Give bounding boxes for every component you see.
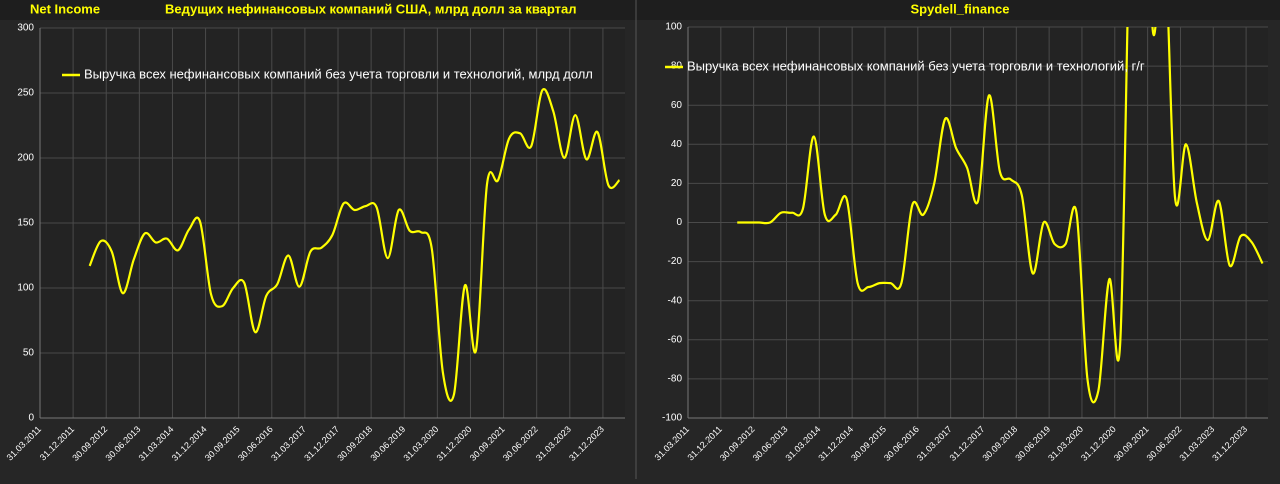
y-tick-label: 60 xyxy=(671,100,683,111)
data-line xyxy=(737,27,1264,404)
series-group xyxy=(737,27,1264,404)
y-tick-label: 100 xyxy=(17,283,34,294)
legend-label: Выручка всех нефинансовых компаний без у… xyxy=(687,58,1145,73)
header-right: Spydell_finance xyxy=(911,1,1010,16)
y-tick-label: -20 xyxy=(668,256,683,267)
y-tick-label: -80 xyxy=(668,374,683,385)
data-line xyxy=(88,88,621,402)
y-tick-label: 0 xyxy=(28,413,34,424)
y-tick-label: 50 xyxy=(23,348,35,359)
y-tick-label: 100 xyxy=(665,22,682,33)
y-tick-label: -40 xyxy=(668,295,683,306)
y-tick-label: 40 xyxy=(671,139,683,150)
y-tick-label: -100 xyxy=(662,413,682,424)
y-tick-label: 200 xyxy=(17,153,34,164)
y-tick-label: 0 xyxy=(676,217,682,228)
header-left: Net Income xyxy=(30,1,100,16)
y-tick-label: 20 xyxy=(671,178,683,189)
y-tick-label: 300 xyxy=(17,23,34,34)
legend-label: Выручка всех нефинансовых компаний без у… xyxy=(84,66,593,81)
header-title: Ведущих нефинансовых компаний США, млрд … xyxy=(165,1,577,16)
y-tick-label: 150 xyxy=(17,218,34,229)
series-group xyxy=(88,88,621,402)
y-tick-label: -60 xyxy=(668,334,683,345)
header-bar xyxy=(0,0,1280,20)
y-tick-label: 250 xyxy=(17,88,34,99)
